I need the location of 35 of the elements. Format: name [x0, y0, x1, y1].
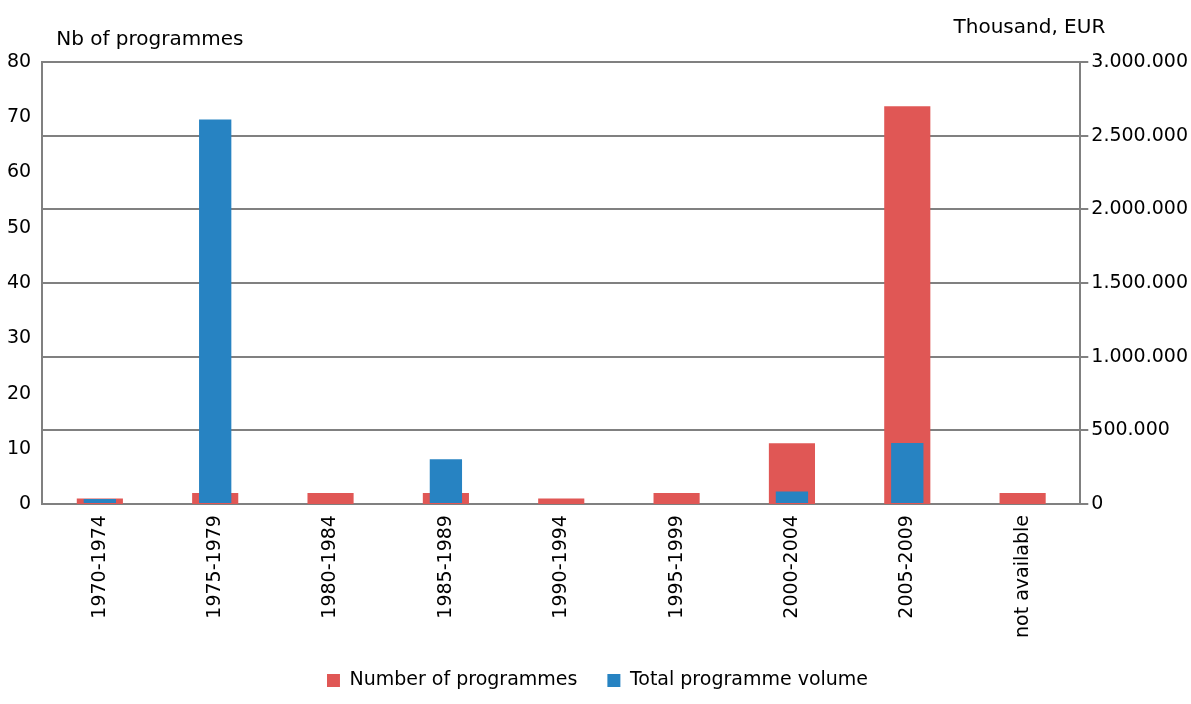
x-tick-label: 1985-1989 [432, 515, 455, 619]
bar [999, 493, 1046, 505]
legend-label: Number of programmes [349, 667, 578, 690]
y2-tick-label: 3.000.000 [1091, 48, 1189, 71]
y2-tick-label: 2.500.000 [1091, 122, 1189, 145]
y-tick-label: 40 [6, 269, 32, 292]
y-tick-label: 10 [6, 435, 32, 458]
x-tick-label: 1995-1999 [663, 515, 686, 619]
bar [538, 498, 585, 505]
x-tick-label: 1970-1974 [86, 515, 109, 619]
legend-label: Total programme volume [628, 667, 869, 690]
bar [775, 491, 809, 504]
y2-axis-title: Thousand, EUR [952, 14, 1106, 39]
y2-tick-label: 2.000.000 [1091, 196, 1189, 219]
x-tick-label: 1975-1979 [202, 515, 225, 619]
x-tick-label: 1980-1984 [317, 515, 340, 619]
y2-tick-label: 0 [1091, 491, 1104, 514]
x-tick-label: 1990-1994 [548, 515, 571, 619]
x-tick-label: not available [1009, 515, 1032, 639]
bar [307, 493, 354, 505]
y2-tick-label: 1.500.000 [1091, 269, 1189, 292]
y-axis-title: Nb of programmes [56, 26, 244, 51]
y-tick-label: 30 [6, 325, 32, 348]
y2-tick-label: 1.000.000 [1091, 343, 1189, 366]
bar [653, 493, 700, 505]
y-tick-label: 0 [19, 491, 32, 514]
y-tick-label: 70 [6, 104, 32, 127]
bar [891, 442, 924, 504]
y-tick-label: 20 [6, 380, 32, 403]
x-tick-label: 2000-2004 [778, 515, 801, 619]
y-tick-label: 80 [6, 48, 32, 71]
y2-tick-label: 500.000 [1091, 417, 1170, 440]
x-tick-label: 2005-2009 [894, 515, 917, 619]
y-tick-label: 60 [6, 159, 32, 182]
y-tick-label: 50 [6, 214, 32, 237]
